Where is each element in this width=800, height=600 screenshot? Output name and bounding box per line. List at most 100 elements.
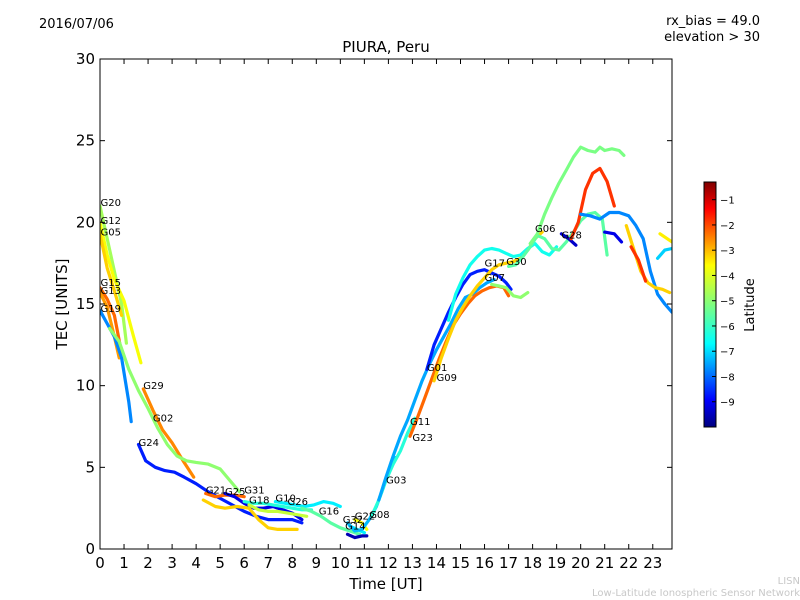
x-tick-label: 21 <box>595 554 614 572</box>
colorbar-tick-label: −4 <box>720 271 735 282</box>
footer-credit: LISN Low-Latitude Ionospheric Sensor Net… <box>592 576 800 600</box>
satellite-label: G31 <box>244 486 264 497</box>
satellite-label: G21 <box>206 486 226 497</box>
y-tick-label: 20 <box>76 213 95 231</box>
y-axis-label: TEC [UNITS] <box>53 259 71 351</box>
series-g03 <box>370 416 417 518</box>
series-g31 <box>242 500 314 512</box>
colorbar-tick-label: −5 <box>720 297 735 308</box>
series-g26b <box>629 245 648 283</box>
series-g02 <box>108 326 241 494</box>
series-g30 <box>507 210 609 268</box>
series-g20 <box>100 204 128 345</box>
series-g12 <box>100 220 143 365</box>
satellite-label: G12 <box>101 216 121 227</box>
series-layer <box>100 145 672 540</box>
x-tick-label: 3 <box>167 554 177 572</box>
satellite-label: G16 <box>319 507 339 518</box>
series-g04 <box>579 210 672 314</box>
x-tick-label: 10 <box>331 554 350 572</box>
series-g26 <box>201 498 299 531</box>
series-g05 <box>100 232 124 317</box>
colorbar-tick-label: −8 <box>720 372 735 383</box>
footer-org-long: Low-Latitude Ionospheric Sensor Network <box>592 588 800 599</box>
series-g06 <box>528 145 626 246</box>
satellite-label: G22 <box>355 512 375 523</box>
axes-layer: 0 1 2 3 4 5 6 7 8 9 10 11 12 13 14 15 16 17 18 19 20 21 22 2305… <box>76 50 672 572</box>
satellite-label: G03 <box>386 476 406 487</box>
x-axis-label: Time [UT] <box>348 575 422 593</box>
x-tick-label: 0 <box>95 554 105 572</box>
satellite-label: G01 <box>427 363 447 374</box>
x-tick-label: 15 <box>451 554 470 572</box>
satellite-label: G25 <box>225 487 245 498</box>
satellite-label: G32 <box>343 515 363 526</box>
series-g29 <box>141 387 196 479</box>
satellite-label: G28 <box>561 231 581 242</box>
footer-org-short: LISN <box>777 576 800 587</box>
colorbar-tick-label: −3 <box>720 246 735 257</box>
satellite-label: G15 <box>101 278 121 289</box>
satellite-label: G17 <box>485 258 505 269</box>
series-g07b <box>658 232 672 244</box>
colorbar-tick-label: −6 <box>720 322 735 333</box>
colorbar-tick-label: −7 <box>720 347 735 358</box>
satellite-label: G13 <box>101 286 121 297</box>
satellite-label: G08 <box>369 510 389 521</box>
series-g07 <box>490 282 530 300</box>
x-tick-label: 13 <box>403 554 422 572</box>
satellite-label: G20 <box>101 198 121 209</box>
x-tick-label: 2 <box>143 554 153 572</box>
x-tick-label: 12 <box>379 554 398 572</box>
x-tick-label: 16 <box>475 554 494 572</box>
series-g05b <box>656 246 672 260</box>
satellite-label: G24 <box>139 438 159 449</box>
y-tick-label: 15 <box>76 295 95 313</box>
rx-bias-label: rx_bias = 49.0 elevation > 30 <box>664 14 760 46</box>
date-label: 2016/07/06 <box>39 17 114 32</box>
satellite-label: G23 <box>412 433 432 444</box>
x-tick-label: 7 <box>263 554 273 572</box>
x-tick-label: 23 <box>643 554 662 572</box>
x-tick-label: 14 <box>427 554 446 572</box>
x-tick-label: 5 <box>215 554 225 572</box>
series-g16 <box>300 506 362 536</box>
colorbar <box>703 181 717 428</box>
satellite-label: G02 <box>153 414 173 425</box>
satellite-label: G10 <box>275 494 295 505</box>
y-tick-label: 25 <box>76 132 95 150</box>
x-tick-label: 4 <box>191 554 201 572</box>
satellite-label: G14 <box>345 521 365 532</box>
colorbar-tick-label: −9 <box>720 398 735 409</box>
x-tick-label: 1 <box>119 554 129 572</box>
y-tick-label: 10 <box>76 377 95 395</box>
series-g27 <box>603 230 624 244</box>
colorbar-ticks: −1 −2 −3 −4 −5 −6 −7 −8 −9 <box>712 196 735 409</box>
y-tick-label: 5 <box>85 458 95 476</box>
satellite-label: G05 <box>101 227 121 238</box>
x-tick-label: 11 <box>355 554 374 572</box>
satellite-label: G07 <box>485 273 505 284</box>
colorbar-tick-label: −1 <box>720 196 735 207</box>
chart-title: PIURA, Peru <box>342 38 429 56</box>
series-g15 <box>100 286 124 355</box>
x-tick-label: 20 <box>571 554 590 572</box>
x-tick-label: 6 <box>239 554 249 572</box>
series-g32 <box>345 532 369 540</box>
satellite-label: G26 <box>288 497 308 508</box>
series-g22b <box>569 166 616 241</box>
satellite-label: G19 <box>101 304 121 315</box>
satellite-label: G09 <box>437 373 457 384</box>
x-tick-label: 8 <box>287 554 297 572</box>
colorbar-label: Latitude <box>743 278 758 332</box>
y-tick-label: 0 <box>85 540 95 558</box>
satellite-label: G11 <box>410 417 430 428</box>
colorbar-tick-label: −2 <box>720 221 735 232</box>
satellite-label: G06 <box>535 224 555 235</box>
elevation-text: elevation > 30 <box>664 30 760 45</box>
series-g18 <box>247 503 309 518</box>
x-tick-label: 22 <box>619 554 638 572</box>
x-tick-label: 17 <box>499 554 518 572</box>
